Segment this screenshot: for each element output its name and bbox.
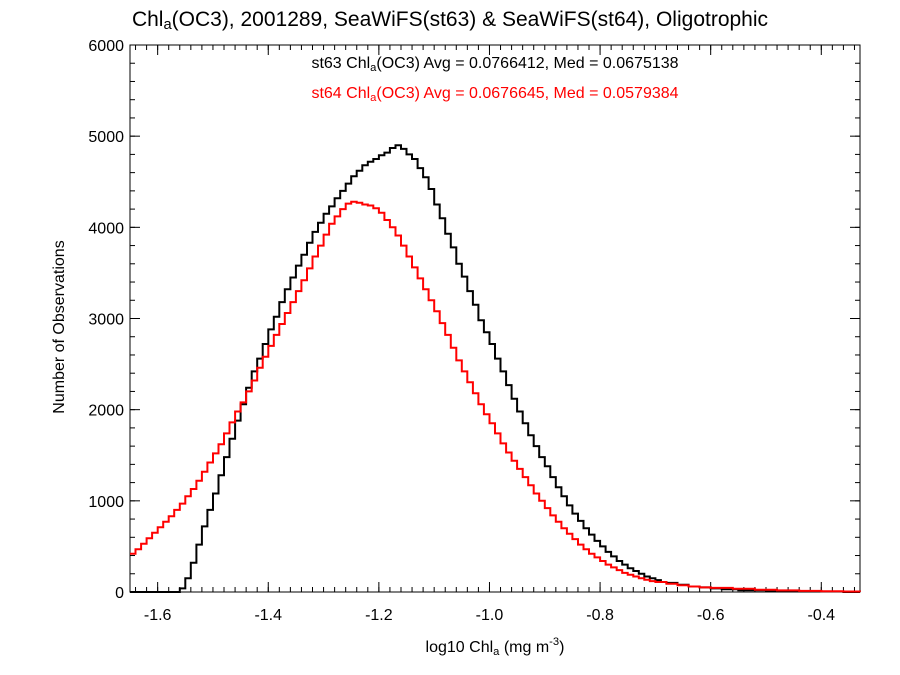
y-tick-label: 2000 — [88, 403, 124, 420]
y-tick-label: 1000 — [88, 494, 124, 511]
chart-title: Chla(OC3), 2001289, SeaWiFS(st63) & SeaW… — [131, 8, 769, 33]
series-st63-line — [130, 144, 860, 593]
x-tick-label: -0.8 — [586, 607, 614, 624]
plot-frame — [129, 44, 861, 593]
x-tick-label: -0.6 — [697, 607, 725, 624]
y-tick-label: 0 — [115, 585, 124, 602]
y-axis-label: Number of Observations — [51, 240, 68, 414]
st63-stats-annotation: st63 Chla(OC3) Avg = 0.0766412, Med = 0.… — [311, 55, 679, 74]
x-axis-label: log10 Chla (mg m-3) — [425, 636, 565, 658]
st64-stats-annotation: st64 Chla(OC3) Avg = 0.0676645, Med = 0.… — [311, 85, 679, 104]
x-tick-label: -1.4 — [254, 607, 282, 624]
y-tick-label: 3000 — [88, 312, 124, 329]
x-tick-label: -1.6 — [144, 607, 172, 624]
y-tick-label: 4000 — [88, 220, 124, 237]
x-tick-label: -1.0 — [476, 607, 504, 624]
x-tick-label: -0.4 — [807, 607, 835, 624]
y-tick-label: 6000 — [88, 38, 124, 55]
x-tick-label: -1.2 — [365, 607, 393, 624]
series-st64-line — [130, 200, 861, 593]
y-tick-label: 5000 — [88, 129, 124, 146]
